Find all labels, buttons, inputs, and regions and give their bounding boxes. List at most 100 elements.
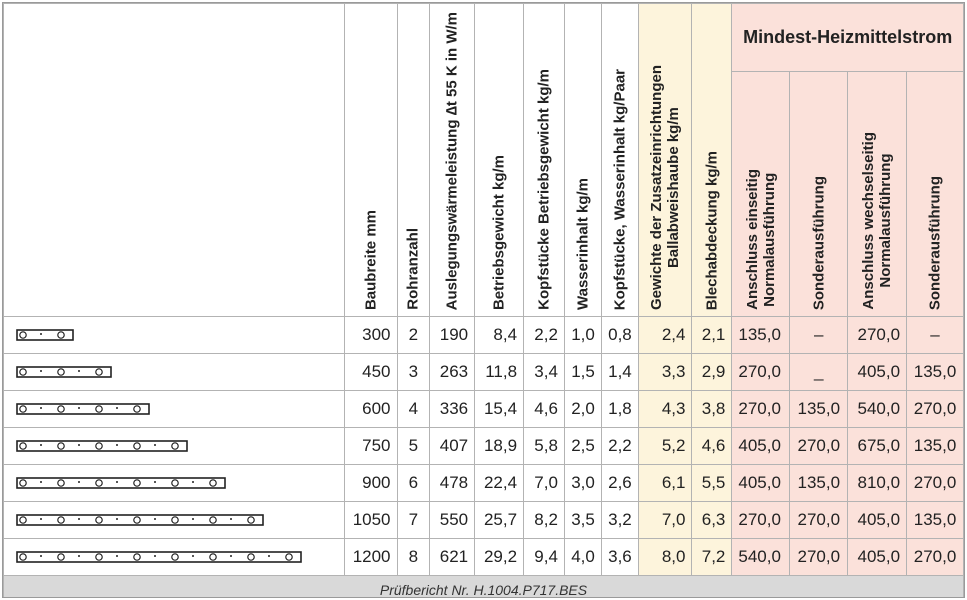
table-row: 900 6 478 22,4 7,0 3,0 2,6 6,1 5,5 405,0 135,0 810,… — [3, 464, 964, 502]
cell-kopf-gewicht: 8,2 — [523, 501, 565, 539]
radiator-profile-icon — [16, 514, 264, 526]
cell-leistung: 407 — [429, 427, 476, 465]
cell-kopf-gewicht: 9,4 — [523, 538, 565, 576]
cell-leistung: 190 — [429, 316, 476, 354]
cell-sonder-1: 270,0 — [789, 427, 849, 465]
radiator-profile-cell — [3, 538, 345, 576]
cell-betriebsgewicht: 18,9 — [474, 427, 525, 465]
cell-einseitig: 540,0 — [731, 538, 791, 576]
cell-wasserinhalt: 1,5 — [563, 353, 602, 391]
cell-zusatz: 5,2 — [637, 427, 693, 465]
cell-kopf-wasser: 1,4 — [600, 353, 639, 391]
radiator-profile-icon — [16, 551, 302, 563]
image-column-header — [3, 3, 345, 317]
cell-einseitig: 405,0 — [731, 427, 791, 465]
footer-note: Prüfbericht Nr. H.1004.P717.BES — [3, 575, 964, 597]
cell-wechselseitig: 405,0 — [847, 353, 908, 391]
radiator-profile-icon — [16, 403, 150, 415]
cell-kopf-wasser: 3,6 — [600, 538, 639, 576]
cell-rohranzahl: 7 — [396, 501, 431, 539]
cell-blech: 3,8 — [691, 390, 733, 428]
cell-leistung: 263 — [429, 353, 476, 391]
cell-zusatz: 2,4 — [637, 316, 693, 354]
cell-betriebsgewicht: 11,8 — [474, 353, 525, 391]
cell-kopf-gewicht: 2,2 — [523, 316, 565, 354]
cell-einseitig: 405,0 — [731, 464, 791, 502]
table-row: 1050 7 550 25,7 8,2 3,5 3,2 7,0 6,3 270,0 270,0 405… — [3, 501, 964, 539]
cell-betriebsgewicht: 25,7 — [474, 501, 525, 539]
cell-sonder-1: 270,0 — [789, 501, 849, 539]
cell-wasserinhalt: 2,0 — [563, 390, 602, 428]
radiator-profile-icon — [16, 329, 74, 341]
cell-betriebsgewicht: 22,4 — [474, 464, 525, 502]
cell-baubreite: 750 — [343, 427, 398, 465]
cell-zusatz: 3,3 — [637, 353, 693, 391]
cell-leistung: 336 — [429, 390, 476, 428]
cell-sonder-2: 270,0 — [906, 538, 964, 576]
header-kopf-wasser: Kopfstücke, Wasserinhalt kg/Paar — [600, 3, 639, 317]
cell-zusatz: 8,0 — [637, 538, 693, 576]
radiator-profile-icon — [16, 366, 112, 378]
cell-kopf-gewicht: 5,8 — [523, 427, 565, 465]
cell-leistung: 478 — [429, 464, 476, 502]
cell-baubreite: 300 — [343, 316, 398, 354]
cell-blech: 7,2 — [691, 538, 733, 576]
cell-sonder-1: 135,0 — [789, 464, 849, 502]
cell-leistung: 621 — [429, 538, 476, 576]
header-wechselseitig: Anschluss wechselseitig Normalausführung — [847, 71, 908, 317]
cell-sonder-1: – — [789, 316, 849, 354]
cell-rohranzahl: 6 — [396, 464, 431, 502]
cell-zusatz: 7,0 — [637, 501, 693, 539]
radiator-data-table: Baubreite mm Rohranzahl Auslegungswärmel… — [3, 3, 964, 597]
radiator-profile-cell — [3, 353, 345, 391]
table-row: 300 2 190 8,4 2,2 1,0 0,8 2,4 2,1 135,0–270,0– — [3, 316, 964, 354]
cell-wechselseitig: 270,0 — [847, 316, 908, 354]
cell-zusatz: 4,3 — [637, 390, 693, 428]
header-sonder-1: Sonderausführung — [789, 71, 849, 317]
cell-wechselseitig: 810,0 — [847, 464, 908, 502]
header-baubreite: Baubreite mm — [343, 3, 398, 317]
cell-baubreite: 900 — [343, 464, 398, 502]
cell-einseitig: 135,0 — [731, 316, 791, 354]
cell-sonder-2: 135,0 — [906, 353, 964, 391]
cell-baubreite: 1200 — [343, 538, 398, 576]
cell-sonder-1: 135,0 — [789, 390, 849, 428]
radiator-profile-cell — [3, 501, 345, 539]
cell-kopf-wasser: 1,8 — [600, 390, 639, 428]
cell-sonder-2: 270,0 — [906, 390, 964, 428]
cell-rohranzahl: 3 — [396, 353, 431, 391]
table-row: 750 5 407 18,9 5,8 2,5 2,2 5,2 4,6 405,0 270,0 675,… — [3, 427, 964, 465]
table-row: 600 4 336 15,4 4,6 2,0 1,8 4,3 3,8 270,0 135,0 540,… — [3, 390, 964, 428]
cell-baubreite: 1050 — [343, 501, 398, 539]
radiator-profile-cell — [3, 464, 345, 502]
cell-einseitig: 270,0 — [731, 390, 791, 428]
cell-wasserinhalt: 1,0 — [563, 316, 602, 354]
cell-wechselseitig: 405,0 — [847, 538, 908, 576]
table-row: 450 3 263 11,8 3,4 1,5 1,4 3,3 2,9 270,0 _ 405,0 135… — [3, 353, 964, 391]
cell-sonder-2: – — [906, 316, 964, 354]
cell-blech: 4,6 — [691, 427, 733, 465]
header-blech: Blechabdeckung kg/m — [691, 3, 733, 317]
cell-blech: 6,3 — [691, 501, 733, 539]
cell-wasserinhalt: 3,5 — [563, 501, 602, 539]
cell-blech: 5,5 — [691, 464, 733, 502]
cell-wechselseitig: 405,0 — [847, 501, 908, 539]
cell-rohranzahl: 2 — [396, 316, 431, 354]
cell-blech: 2,9 — [691, 353, 733, 391]
cell-sonder-2: 135,0 — [906, 501, 964, 539]
cell-kopf-wasser: 2,6 — [600, 464, 639, 502]
cell-einseitig: 270,0 — [731, 353, 791, 391]
cell-betriebsgewicht: 15,4 — [474, 390, 525, 428]
table-row: 1200 8 621 29,2 9,4 4,0 3,6 8,0 7,2 540,0 270,0 405… — [3, 538, 964, 576]
cell-kopf-wasser: 3,2 — [600, 501, 639, 539]
cell-baubreite: 600 — [343, 390, 398, 428]
header-sonder-2: Sonderausführung — [906, 71, 964, 317]
radiator-profile-cell — [3, 390, 345, 428]
radiator-profile-cell — [3, 427, 345, 465]
cell-wasserinhalt: 2,5 — [563, 427, 602, 465]
header-mindest: Mindest-Heizmittelstrom — [731, 3, 964, 72]
header-rohranzahl: Rohranzahl — [396, 3, 431, 317]
cell-kopf-wasser: 2,2 — [600, 427, 639, 465]
cell-kopf-wasser: 0,8 — [600, 316, 639, 354]
